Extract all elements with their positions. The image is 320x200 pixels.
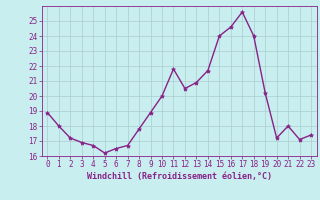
X-axis label: Windchill (Refroidissement éolien,°C): Windchill (Refroidissement éolien,°C)	[87, 172, 272, 181]
